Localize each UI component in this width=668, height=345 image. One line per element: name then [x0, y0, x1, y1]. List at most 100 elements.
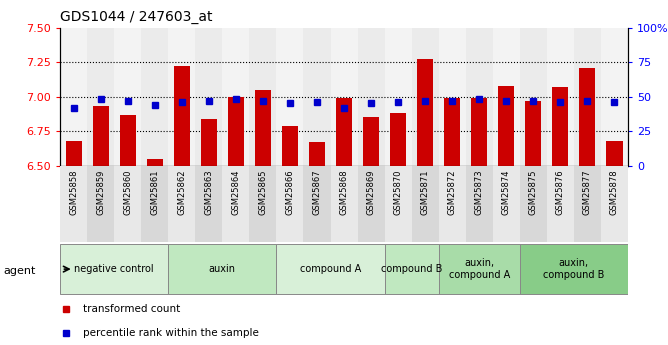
- Text: auxin: auxin: [209, 264, 236, 274]
- Bar: [574, 166, 601, 242]
- Text: auxin,
compound A: auxin, compound A: [449, 258, 510, 280]
- Text: GSM25862: GSM25862: [177, 169, 186, 215]
- Text: GSM25863: GSM25863: [204, 169, 213, 215]
- Text: GSM25859: GSM25859: [96, 169, 105, 215]
- Text: GSM25873: GSM25873: [475, 169, 484, 215]
- Bar: [498, 86, 514, 166]
- Bar: [607, 141, 623, 166]
- Bar: [249, 28, 277, 166]
- Bar: [277, 166, 303, 242]
- Bar: [309, 142, 325, 166]
- Bar: [277, 244, 385, 294]
- Text: GSM25861: GSM25861: [150, 169, 159, 215]
- Text: GDS1044 / 247603_at: GDS1044 / 247603_at: [60, 10, 212, 24]
- Bar: [65, 141, 81, 166]
- Bar: [303, 28, 331, 166]
- Bar: [385, 28, 411, 166]
- Text: GSM25869: GSM25869: [367, 169, 375, 215]
- Text: GSM25865: GSM25865: [259, 169, 267, 215]
- Bar: [493, 166, 520, 242]
- Bar: [520, 166, 547, 242]
- Bar: [168, 166, 195, 242]
- Bar: [439, 166, 466, 242]
- Bar: [114, 166, 141, 242]
- Bar: [336, 98, 352, 166]
- Bar: [303, 166, 331, 242]
- Bar: [520, 244, 628, 294]
- Bar: [385, 244, 439, 294]
- Text: auxin,
compound B: auxin, compound B: [543, 258, 605, 280]
- Bar: [363, 117, 379, 166]
- Bar: [249, 166, 277, 242]
- Bar: [331, 166, 357, 242]
- Bar: [547, 28, 574, 166]
- Bar: [439, 244, 520, 294]
- Bar: [87, 28, 114, 166]
- Text: GSM25872: GSM25872: [448, 169, 457, 215]
- Bar: [525, 101, 541, 166]
- Text: GSM25868: GSM25868: [339, 169, 349, 215]
- Bar: [200, 119, 217, 166]
- Bar: [147, 159, 163, 166]
- Bar: [466, 28, 493, 166]
- Text: compound A: compound A: [300, 264, 361, 274]
- Text: agent: agent: [3, 266, 35, 276]
- Bar: [439, 28, 466, 166]
- Text: GSM25874: GSM25874: [502, 169, 511, 215]
- Bar: [493, 28, 520, 166]
- Bar: [579, 68, 595, 166]
- Text: GSM25875: GSM25875: [529, 169, 538, 215]
- Bar: [385, 166, 411, 242]
- Bar: [60, 28, 87, 166]
- Bar: [390, 113, 406, 166]
- Bar: [222, 166, 249, 242]
- Bar: [93, 106, 109, 166]
- Bar: [168, 244, 277, 294]
- Bar: [114, 28, 141, 166]
- Text: negative control: negative control: [74, 264, 154, 274]
- Text: GSM25876: GSM25876: [556, 169, 565, 215]
- Text: compound B: compound B: [381, 264, 442, 274]
- Bar: [552, 87, 568, 166]
- Bar: [411, 166, 439, 242]
- Bar: [471, 98, 488, 166]
- Text: transformed count: transformed count: [83, 304, 180, 314]
- Bar: [195, 166, 222, 242]
- Bar: [60, 244, 168, 294]
- Bar: [357, 28, 385, 166]
- Bar: [174, 66, 190, 166]
- Bar: [168, 28, 195, 166]
- Bar: [574, 28, 601, 166]
- Text: GSM25877: GSM25877: [583, 169, 592, 215]
- Bar: [195, 28, 222, 166]
- Bar: [547, 166, 574, 242]
- Text: GSM25858: GSM25858: [69, 169, 78, 215]
- Text: percentile rank within the sample: percentile rank within the sample: [83, 328, 259, 338]
- Bar: [601, 166, 628, 242]
- Text: GSM25864: GSM25864: [231, 169, 240, 215]
- Bar: [120, 115, 136, 166]
- Text: GSM25860: GSM25860: [123, 169, 132, 215]
- Text: GSM25866: GSM25866: [285, 169, 295, 215]
- Bar: [255, 90, 271, 166]
- Bar: [417, 59, 434, 166]
- Bar: [357, 166, 385, 242]
- Bar: [520, 28, 547, 166]
- Bar: [141, 28, 168, 166]
- Bar: [60, 166, 87, 242]
- Text: GSM25867: GSM25867: [313, 169, 321, 215]
- Bar: [222, 28, 249, 166]
- Bar: [228, 97, 244, 166]
- Bar: [277, 28, 303, 166]
- Bar: [87, 166, 114, 242]
- Text: GSM25870: GSM25870: [393, 169, 403, 215]
- Bar: [411, 28, 439, 166]
- Bar: [282, 126, 298, 166]
- Bar: [466, 166, 493, 242]
- Bar: [141, 166, 168, 242]
- Text: GSM25878: GSM25878: [610, 169, 619, 215]
- Text: GSM25871: GSM25871: [421, 169, 430, 215]
- Bar: [444, 98, 460, 166]
- Bar: [331, 28, 357, 166]
- Bar: [601, 28, 628, 166]
